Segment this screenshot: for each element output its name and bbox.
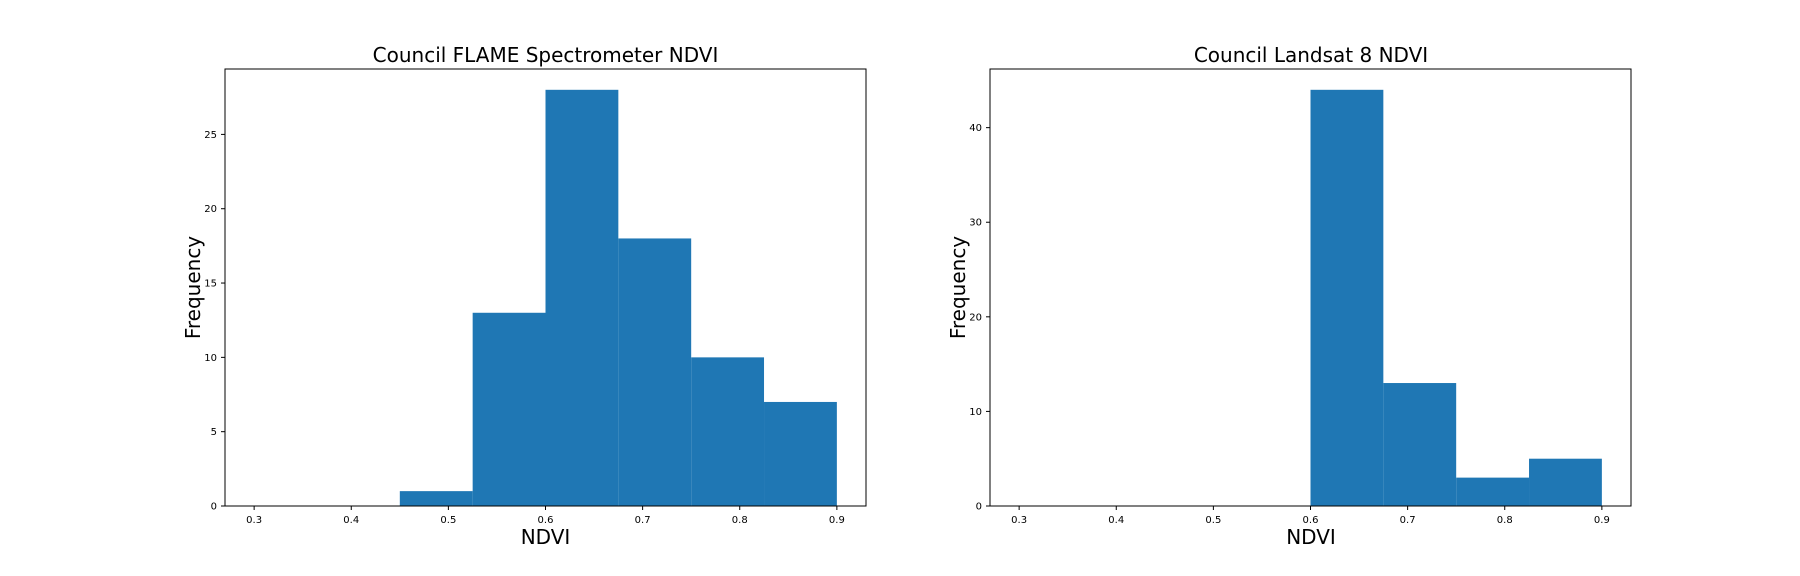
y-axis-ticks: 0 5 10 15 20 25: [204, 130, 225, 513]
histogram-bar: [1529, 458, 1602, 506]
histogram-bar: [545, 89, 619, 507]
x-axis-label: NDVI: [1286, 525, 1336, 549]
histogram-bar: [399, 491, 473, 506]
histogram-bar: [1310, 89, 1384, 507]
x-tick-label: 0.3: [246, 515, 262, 526]
x-tick-label: 0.4: [343, 515, 359, 526]
x-tick-label: 0.8: [732, 515, 748, 526]
y-axis-label: Frequency: [181, 236, 205, 339]
y-tick-label: 5: [211, 427, 217, 438]
x-tick-label: 0.5: [440, 515, 456, 526]
y-tick-label: 15: [204, 279, 217, 290]
y-tick-label: 30: [969, 218, 982, 229]
chart-title: Council FLAME Spectrometer NDVI: [373, 43, 719, 67]
y-tick-label: 40: [969, 123, 982, 134]
x-tick-label: 0.9: [1594, 515, 1610, 526]
y-axis-label: Frequency: [946, 236, 970, 339]
x-tick-label: 0.9: [829, 515, 845, 526]
x-tick-label: 0.4: [1108, 515, 1124, 526]
bars: [399, 89, 837, 507]
histogram-bar: [691, 357, 765, 506]
x-tick-label: 0.6: [1303, 515, 1319, 526]
chart-title: Council Landsat 8 NDVI: [1194, 43, 1428, 67]
chart-flame: Council FLAME Spectrometer NDVI 0.3 0.4 0.…: [181, 43, 867, 549]
histogram-bar: [618, 238, 692, 506]
y-axis-ticks: 0 10 20 30 40: [969, 123, 990, 513]
chart-landsat: Council Landsat 8 NDVI 0.3 0.4 0.5 0.6 0.7 0.…: [946, 43, 1632, 549]
histogram-bar: [472, 312, 546, 506]
y-tick-label: 0: [976, 502, 982, 513]
y-tick-label: 0: [211, 502, 217, 513]
x-tick-label: 0.7: [1400, 515, 1416, 526]
x-axis-ticks: 0.3 0.4 0.5 0.6 0.7 0.8 0.9: [1011, 506, 1610, 526]
x-axis-label: NDVI: [521, 525, 571, 549]
histogram-bar: [1456, 477, 1530, 506]
x-tick-label: 0.3: [1011, 515, 1027, 526]
x-tick-label: 0.6: [538, 515, 554, 526]
x-tick-label: 0.8: [1497, 515, 1513, 526]
x-tick-label: 0.5: [1205, 515, 1221, 526]
bars: [1310, 89, 1602, 507]
histogram-bar: [1383, 383, 1457, 506]
y-tick-label: 20: [969, 312, 982, 323]
y-tick-label: 20: [204, 204, 217, 215]
x-axis-ticks: 0.3 0.4 0.5 0.6 0.7 0.8 0.9: [246, 506, 845, 526]
x-tick-label: 0.7: [635, 515, 651, 526]
y-tick-label: 10: [204, 353, 217, 364]
y-tick-label: 10: [969, 407, 982, 418]
histogram-bar: [764, 401, 837, 506]
y-tick-label: 25: [204, 130, 217, 141]
